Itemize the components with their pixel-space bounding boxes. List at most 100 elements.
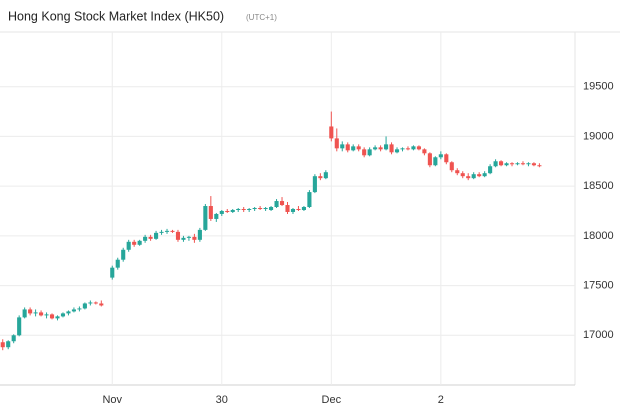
- candle-body: [126, 241, 131, 250]
- candle-body: [526, 163, 531, 165]
- candle-body: [499, 161, 504, 166]
- candle-body: [334, 138, 339, 149]
- x-tick-label: 30: [216, 394, 228, 406]
- candle-body: [252, 208, 257, 210]
- candle-body: [520, 163, 526, 165]
- candle-body: [329, 126, 334, 139]
- candle-body: [6, 341, 11, 348]
- candle-body: [39, 312, 44, 316]
- candle-body: [384, 144, 389, 150]
- candle-body: [269, 207, 274, 210]
- candle-body: [318, 176, 323, 179]
- candle-body: [482, 173, 487, 177]
- x-tick-label: Nov: [102, 394, 122, 406]
- candle-body: [66, 311, 71, 314]
- candle-body: [186, 236, 191, 238]
- candle-body: [493, 161, 498, 167]
- candle-body: [449, 162, 454, 171]
- candle-body: [477, 174, 482, 177]
- candle-body: [340, 144, 345, 149]
- candle-body: [378, 147, 383, 150]
- candle-body: [279, 201, 285, 206]
- candle-body: [225, 210, 230, 212]
- candle-body: [181, 237, 186, 240]
- candle-body: [274, 201, 279, 208]
- candle-body: [197, 229, 202, 240]
- candle-body: [33, 312, 38, 314]
- candle-body: [531, 163, 536, 166]
- candle-body: [170, 230, 175, 232]
- chart-title: Hong Kong Stock Market Index (HK50): [8, 9, 224, 23]
- candle-body: [132, 241, 137, 245]
- candle-body: [422, 149, 427, 154]
- candle-body: [60, 313, 66, 317]
- candle-body: [93, 302, 98, 304]
- candle-body: [515, 163, 520, 165]
- y-tick-label: 18500: [583, 180, 614, 192]
- candle-body: [444, 154, 449, 163]
- candle-body: [17, 317, 22, 336]
- y-tick-label: 19500: [583, 81, 614, 93]
- y-tick-label: 18000: [583, 230, 614, 242]
- candle-body: [137, 240, 142, 245]
- candle-body: [49, 314, 55, 319]
- candle-body: [77, 308, 82, 310]
- candle-body: [405, 148, 411, 150]
- candle-body: [351, 146, 356, 151]
- candle-body: [345, 144, 350, 151]
- candle-body: [203, 206, 208, 230]
- candle-body: [455, 170, 460, 174]
- y-tick-label: 19000: [583, 130, 614, 142]
- candle-body: [301, 207, 306, 210]
- candle-body: [290, 208, 296, 212]
- candle-body: [433, 157, 438, 166]
- y-tick-label: 17500: [583, 279, 614, 291]
- candle-body: [219, 210, 224, 214]
- candle-body: [323, 172, 328, 179]
- candle-body: [471, 174, 476, 179]
- candle-body: [241, 208, 246, 210]
- x-tick-label: Dec: [322, 394, 342, 406]
- candle-body: [263, 208, 268, 210]
- candle-body: [82, 303, 87, 309]
- candle-body: [154, 232, 159, 239]
- candle-body: [208, 206, 213, 219]
- candle-body: [121, 249, 126, 260]
- candle-body: [115, 259, 120, 268]
- candle-body: [0, 342, 5, 348]
- candle-body: [537, 165, 542, 167]
- candle-body: [159, 231, 164, 233]
- candle-body: [389, 144, 394, 153]
- candle-body: [164, 230, 170, 232]
- candle-body: [427, 153, 432, 166]
- candle-body: [22, 309, 27, 318]
- y-tick-label: 17000: [583, 329, 614, 341]
- candle-body: [148, 236, 153, 239]
- candle-body: [373, 147, 378, 150]
- candle-body: [504, 163, 509, 166]
- candle-body: [28, 309, 33, 314]
- candle-body: [175, 231, 181, 240]
- candle-body: [416, 146, 421, 150]
- candle-body: [55, 316, 60, 319]
- candle-body: [44, 314, 49, 316]
- candle-body: [143, 236, 148, 241]
- candle-body: [110, 267, 115, 278]
- candle-body: [11, 335, 16, 342]
- candle-body: [88, 302, 93, 304]
- candle-body: [488, 166, 493, 174]
- candle-body: [356, 146, 361, 150]
- chart-subtitle: (UTC+1): [246, 13, 277, 22]
- candle-body: [312, 176, 317, 193]
- candle-body: [71, 309, 76, 312]
- candle-body: [296, 208, 301, 210]
- candle-body: [214, 213, 219, 219]
- candle-body: [400, 148, 405, 150]
- candle-body: [411, 146, 416, 150]
- candle-body: [230, 209, 235, 212]
- candle-body: [394, 149, 400, 153]
- candle-body: [367, 149, 372, 156]
- candle-body: [460, 173, 465, 177]
